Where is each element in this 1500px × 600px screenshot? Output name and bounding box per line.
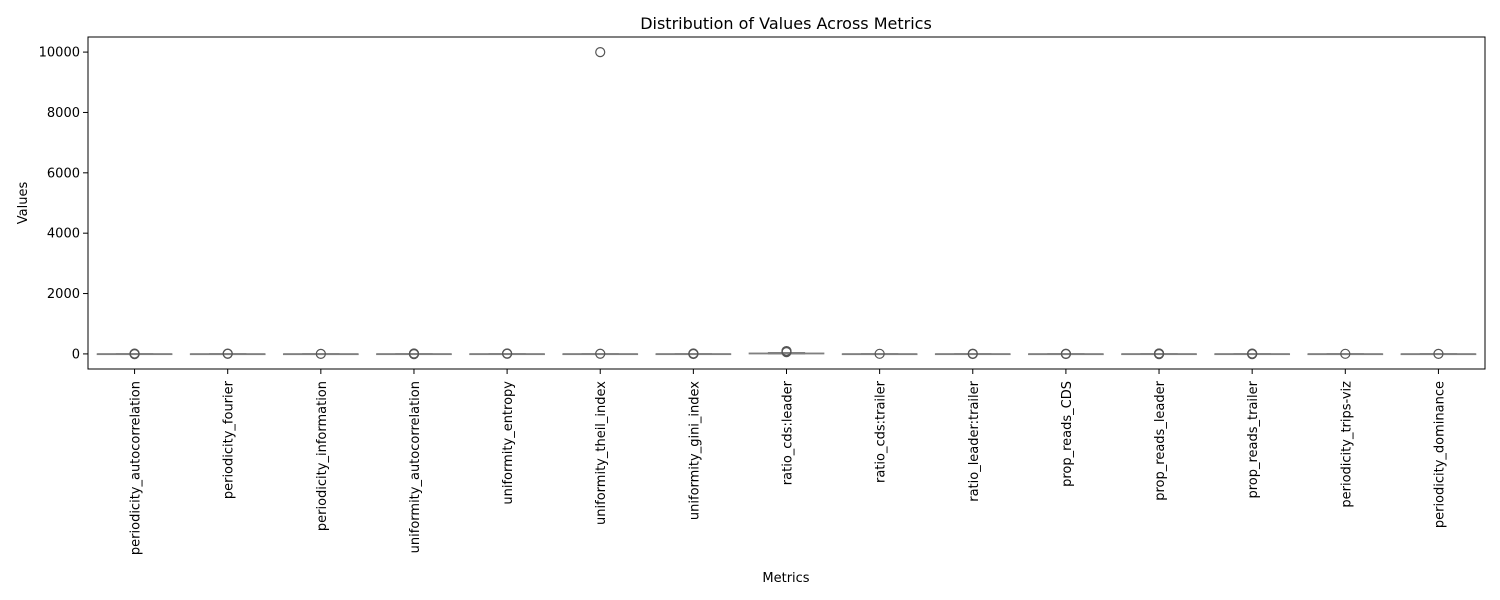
y-axis-title: Values [16, 182, 31, 225]
x-axis-title: Metrics [762, 571, 809, 586]
x-tick-label-6: uniformity_gini_index [687, 381, 702, 520]
y-tick-label-4: 8000 [47, 106, 80, 121]
x-tick-label-7: ratio_cds:leader [781, 380, 796, 485]
outlier-6-2 [688, 348, 699, 359]
outlier-0-2 [129, 348, 140, 359]
outlier-4-1 [502, 348, 513, 359]
x-tick-label-13: periodicity_trips-viz [1339, 381, 1354, 508]
y-tick-label-5: 10000 [39, 46, 80, 61]
x-tick-label-9: ratio_leader:trailer [967, 380, 982, 501]
outlier-9-1 [967, 348, 978, 359]
outlier-7-2 [781, 345, 792, 357]
outlier-3-2 [408, 348, 420, 359]
outlier-13-0 [1340, 348, 1351, 359]
outlier-12-2 [1247, 348, 1258, 359]
x-tick-label-8: ratio_cds:trailer [874, 380, 889, 483]
outlier-8-0 [874, 348, 885, 359]
x-tick-label-14: periodicity_dominance [1432, 381, 1447, 528]
x-tick-label-10: prop_reads_CDS [1060, 381, 1075, 487]
chart-title: Distribution of Values Across Metrics [640, 14, 932, 33]
outlier-5-0 [595, 46, 606, 58]
outlier-2-0 [315, 348, 326, 359]
x-tick-label-4: uniformity_entropy [501, 381, 516, 505]
plot-frame [87, 36, 1486, 370]
plot-area: 0 2000 4000 6000 8000 10000 periodicity_autoco… [39, 46, 1477, 555]
x-tick-label-12: prop_reads_trailer [1246, 380, 1261, 498]
y-tick-label-0: 0 [72, 347, 80, 362]
y-tick-label-2: 4000 [47, 227, 80, 242]
outlier-1-1 [222, 348, 233, 359]
x-tick-label-0: periodicity_autocorrelation [129, 381, 144, 555]
y-tick-label-1: 2000 [47, 287, 80, 302]
outlier-10-1 [1060, 348, 1072, 359]
outlier-5-1 [595, 348, 606, 359]
outlier-11-2 [1153, 348, 1165, 359]
x-tick-label-3: uniformity_autocorrelation [408, 381, 423, 553]
x-tick-label-11: prop_reads_leader [1153, 380, 1168, 500]
x-tick-label-1: periodicity_fourier [222, 380, 237, 499]
outlier-14-0 [1433, 348, 1444, 359]
y-tick-label-3: 6000 [47, 166, 80, 181]
x-tick-label-2: periodicity_information [315, 381, 330, 531]
x-tick-label-5: uniformity_theil_index [594, 381, 609, 525]
